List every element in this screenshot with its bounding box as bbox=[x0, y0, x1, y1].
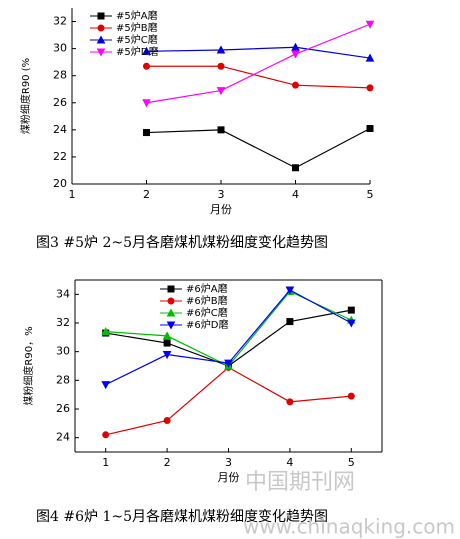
marker bbox=[101, 327, 111, 336]
series-line bbox=[146, 46, 371, 59]
legend-label: #5炉D磨 bbox=[116, 46, 158, 58]
marker bbox=[365, 20, 375, 29]
legend-marker bbox=[167, 297, 175, 305]
legend-label: #6炉B磨 bbox=[186, 295, 228, 307]
marker bbox=[286, 398, 294, 406]
marker bbox=[163, 339, 171, 347]
legend-marker bbox=[97, 12, 105, 20]
y-tick-label: 32 bbox=[53, 15, 67, 28]
x-tick-label: 4 bbox=[292, 188, 299, 201]
x-tick-label: 3 bbox=[225, 456, 232, 469]
marker bbox=[101, 381, 111, 390]
marker bbox=[102, 431, 110, 439]
x-tick-label: 4 bbox=[286, 456, 293, 469]
marker bbox=[216, 87, 226, 96]
legend-marker bbox=[166, 321, 176, 330]
marker bbox=[142, 99, 151, 108]
marker bbox=[216, 45, 226, 54]
x-tick-label: 1 bbox=[69, 188, 76, 201]
legend-label: #6炉A磨 bbox=[186, 283, 228, 295]
y-axis-label: 煤粉细度R90 (% bbox=[19, 58, 32, 134]
marker bbox=[365, 53, 375, 62]
watermark-url: www.chinaqking.com bbox=[243, 515, 455, 539]
marker bbox=[291, 50, 300, 59]
marker bbox=[292, 81, 299, 89]
y-tick-label: 32 bbox=[56, 316, 70, 329]
caption: 图3 #5炉 2~5月各磨煤机煤粉细度变化趋势图 bbox=[36, 235, 328, 251]
marker bbox=[143, 62, 150, 70]
legend-marker bbox=[167, 285, 175, 293]
series-line bbox=[146, 23, 371, 104]
y-tick-label: 22 bbox=[53, 150, 67, 163]
x-tick-label: 5 bbox=[348, 456, 355, 469]
x-tick-label: 2 bbox=[164, 456, 171, 469]
legend-label: #6炉C磨 bbox=[186, 307, 228, 319]
y-tick-label: 24 bbox=[56, 431, 70, 444]
watermark: 中国期刊网 bbox=[245, 470, 355, 495]
marker bbox=[163, 416, 171, 424]
y-tick-label: 26 bbox=[53, 96, 67, 109]
marker bbox=[292, 164, 299, 172]
x-tick-label: 3 bbox=[218, 188, 225, 201]
legend-label: #6炉D磨 bbox=[186, 319, 228, 331]
series-line bbox=[146, 65, 371, 89]
marker bbox=[285, 286, 295, 295]
marker bbox=[366, 124, 374, 132]
marker bbox=[224, 359, 233, 368]
y-tick-label: 28 bbox=[53, 69, 67, 82]
series-line bbox=[146, 127, 371, 169]
x-axis-label: 月份 bbox=[218, 471, 240, 484]
x-axis-label: 月份 bbox=[210, 203, 232, 216]
marker bbox=[217, 126, 225, 134]
x-tick-label: 5 bbox=[367, 188, 374, 201]
marker bbox=[217, 62, 225, 70]
y-axis-label: 煤粉细度R90，% bbox=[22, 326, 35, 405]
marker bbox=[142, 46, 151, 55]
legend-marker bbox=[97, 24, 105, 32]
series-line bbox=[105, 309, 352, 367]
marker bbox=[162, 351, 172, 360]
y-tick-label: 20 bbox=[53, 177, 67, 190]
marker bbox=[291, 42, 300, 51]
marker bbox=[162, 331, 172, 340]
marker bbox=[143, 129, 150, 137]
y-tick-label: 30 bbox=[53, 42, 67, 55]
legend-marker bbox=[96, 35, 106, 44]
legend-label: #5炉A磨 bbox=[116, 10, 158, 22]
caption: 图4 #6炉 1~5月各磨煤机煤粉细度变化趋势图 bbox=[36, 509, 328, 525]
legend-marker bbox=[166, 308, 176, 317]
marker bbox=[286, 318, 294, 326]
legend-label: #5炉B磨 bbox=[116, 22, 158, 34]
series-line bbox=[105, 366, 352, 436]
y-tick-label: 26 bbox=[56, 402, 70, 415]
legend-label: #5炉C磨 bbox=[116, 34, 158, 46]
y-tick-label: 28 bbox=[56, 373, 70, 386]
marker bbox=[346, 319, 356, 328]
marker bbox=[347, 392, 355, 400]
y-tick-label: 34 bbox=[56, 287, 70, 300]
marker bbox=[366, 84, 374, 92]
marker bbox=[347, 306, 355, 314]
legend-marker bbox=[96, 48, 106, 57]
y-tick-label: 30 bbox=[56, 345, 70, 358]
x-tick-label: 1 bbox=[102, 456, 109, 469]
y-tick-label: 24 bbox=[53, 123, 67, 136]
x-tick-label: 2 bbox=[143, 188, 150, 201]
